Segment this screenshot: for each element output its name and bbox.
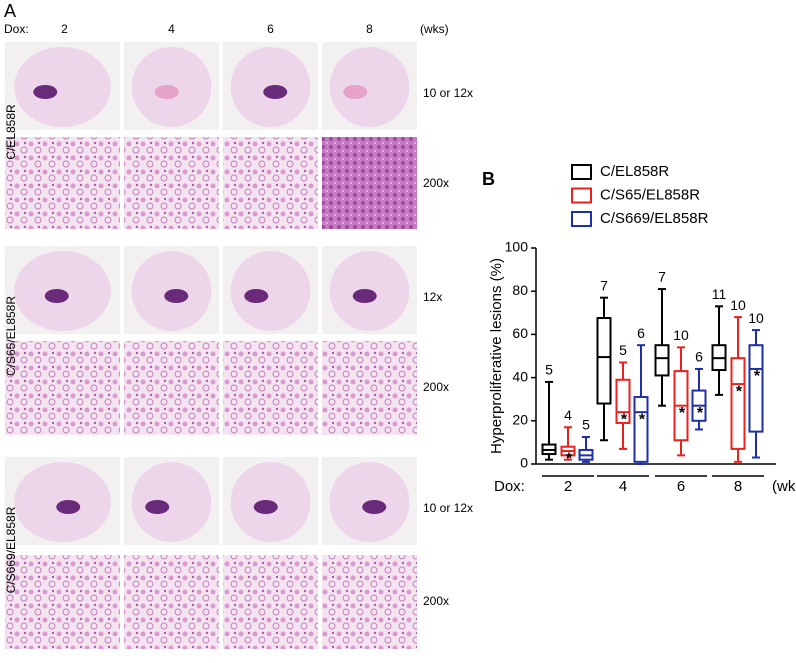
n-label: 10 xyxy=(673,327,689,343)
airway xyxy=(362,500,387,514)
x-prefix: Dox: xyxy=(494,478,525,495)
x-unit: (wks) xyxy=(772,478,796,495)
high-mag-image xyxy=(5,341,120,435)
airway xyxy=(253,500,278,514)
magnification: 200x xyxy=(423,176,449,190)
n-label: 4 xyxy=(564,407,572,423)
high-mag-image xyxy=(5,555,120,649)
week-label: 2 xyxy=(61,22,68,36)
unit-label: (wks) xyxy=(420,22,449,36)
legend-swatch xyxy=(571,187,592,204)
high-mag-image xyxy=(322,137,417,229)
panel-label: B xyxy=(482,169,495,189)
week-label: 8 xyxy=(366,22,373,36)
tissue xyxy=(329,47,410,127)
magnification: 10 or 12x xyxy=(423,86,473,100)
airway xyxy=(145,500,170,514)
magnification: 10 or 12x xyxy=(423,501,473,515)
box xyxy=(748,344,764,433)
legend-label: C/EL858R xyxy=(600,163,669,180)
significance: * xyxy=(754,368,761,385)
row-label: C/EL858R xyxy=(4,104,18,160)
legend-swatch xyxy=(571,164,592,180)
x-tick-label: 2 xyxy=(564,478,572,495)
panel-a: A Dox: (wks) 2 4 6 8 C/EL858R 10 or 12x 200x C/… xyxy=(4,1,473,649)
airway xyxy=(33,85,58,99)
panel-b: B Hyperproliferative lesions (%) 0 20 40 60 80… xyxy=(482,163,796,495)
n-label: 5 xyxy=(582,417,590,433)
y-tick-label: 20 xyxy=(512,412,528,428)
significance: * xyxy=(736,383,743,400)
panel-label: A xyxy=(4,1,16,21)
legend-label: C/S65/EL858R xyxy=(600,186,700,203)
box xyxy=(633,396,649,463)
significance: * xyxy=(679,405,686,422)
x-tick-label: 8 xyxy=(734,478,742,495)
legend-swatch xyxy=(571,211,592,227)
airway xyxy=(263,85,288,99)
week-label: 4 xyxy=(168,22,175,36)
row-label: C/S65/EL858R xyxy=(4,296,18,376)
n-label: 10 xyxy=(730,297,746,313)
high-mag-image xyxy=(124,555,219,649)
high-mag-image xyxy=(124,341,219,435)
high-mag-image xyxy=(322,341,417,435)
magnification: 200x xyxy=(423,380,449,394)
week-label: 6 xyxy=(267,22,274,36)
box xyxy=(615,378,631,424)
box xyxy=(596,316,612,405)
y-tick-label: 40 xyxy=(512,368,528,384)
dox-label: Dox: xyxy=(4,22,29,36)
high-mag-image xyxy=(223,341,318,435)
y-tick-label: 80 xyxy=(512,282,528,298)
x-tick-label: 4 xyxy=(619,478,627,495)
high-mag-image xyxy=(223,555,318,649)
significance: * xyxy=(697,405,704,422)
magnification: 12x xyxy=(423,290,442,304)
n-label: 6 xyxy=(637,325,645,341)
y-tick-label: 0 xyxy=(520,455,528,471)
n-label: 11 xyxy=(712,286,727,302)
significance: * xyxy=(621,411,628,428)
significance: * xyxy=(639,411,646,428)
airway xyxy=(154,85,179,99)
high-mag-image xyxy=(5,137,120,229)
n-label: 10 xyxy=(748,310,764,326)
y-axis-label: Hyperproliferative lesions (%) xyxy=(488,258,505,454)
legend-label: C/S669/EL858R xyxy=(600,210,709,227)
tissue xyxy=(131,462,212,542)
y-tick-label: 60 xyxy=(512,325,528,341)
airway xyxy=(343,85,368,99)
airway xyxy=(56,500,81,514)
tissue xyxy=(230,251,311,331)
box xyxy=(730,357,746,450)
airway xyxy=(44,289,69,303)
high-mag-image xyxy=(223,137,318,229)
n-label: 5 xyxy=(619,342,627,358)
high-mag-image xyxy=(124,137,219,229)
n-label: 5 xyxy=(545,362,553,378)
x-tick-label: 6 xyxy=(677,478,685,495)
high-mag-image xyxy=(322,555,417,649)
box xyxy=(654,344,670,377)
n-label: 6 xyxy=(695,349,703,365)
magnification: 200x xyxy=(423,594,449,608)
n-label: 7 xyxy=(600,277,608,293)
tissue xyxy=(14,47,111,127)
airway xyxy=(352,289,377,303)
row-label: C/S669/EL858R xyxy=(4,506,18,593)
n-label: 7 xyxy=(658,269,666,285)
significance: * xyxy=(566,450,573,467)
airway xyxy=(244,289,269,303)
airway xyxy=(164,289,189,303)
y-tick-label: 100 xyxy=(505,239,529,255)
